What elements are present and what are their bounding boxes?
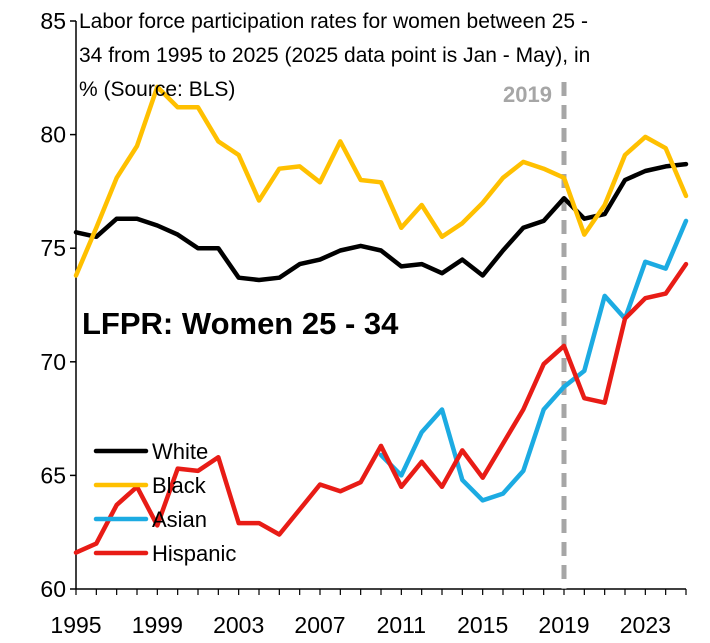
y-tick-label: 75 xyxy=(40,235,66,261)
legend: White Black Asian Hispanic xyxy=(93,439,236,566)
x-tick-label: 2011 xyxy=(377,612,426,638)
series-lines xyxy=(73,84,689,555)
y-tick-label: 60 xyxy=(40,576,66,602)
y-tick-label: 85 xyxy=(40,8,66,34)
x-tick-label: 2007 xyxy=(294,612,345,638)
year-marker: 2019 xyxy=(503,82,567,589)
chart-annotation: LFPR: Women 25 - 34 xyxy=(82,306,399,341)
series-line-hispanic xyxy=(73,261,689,555)
title-line-2: 34 from 1995 to 2025 (2025 data point is… xyxy=(79,44,590,67)
x-tick-label: 1999 xyxy=(132,612,183,638)
legend-label-white: White xyxy=(152,439,208,464)
legend-label-asian: Asian xyxy=(152,507,207,532)
x-tick-label: 2023 xyxy=(620,612,671,638)
series-line-asian xyxy=(378,218,689,503)
legend-label-black: Black xyxy=(152,473,207,498)
y-tick-label: 80 xyxy=(40,122,66,148)
x-tick-label: 1995 xyxy=(50,612,101,638)
y-tick-label: 65 xyxy=(40,462,66,488)
series-line-black xyxy=(73,84,689,278)
title-line-3: % (Source: BLS) xyxy=(79,78,235,101)
x-tick-label: 2015 xyxy=(457,612,508,638)
x-tick-label: 2019 xyxy=(538,612,589,638)
y-tick-label: 70 xyxy=(40,349,66,375)
chart-title: Labor force participation rates for wome… xyxy=(79,10,590,101)
marker-label: 2019 xyxy=(503,82,552,107)
legend-label-hispanic: Hispanic xyxy=(152,541,236,566)
x-tick-label: 2003 xyxy=(213,612,264,638)
series-line-white xyxy=(73,161,689,283)
title-line-1: Labor force participation rates for wome… xyxy=(79,10,588,33)
axes: 60 65 70 75 80 85 1995 1999 2003 2007 2011 2015 2019… xyxy=(40,8,687,638)
